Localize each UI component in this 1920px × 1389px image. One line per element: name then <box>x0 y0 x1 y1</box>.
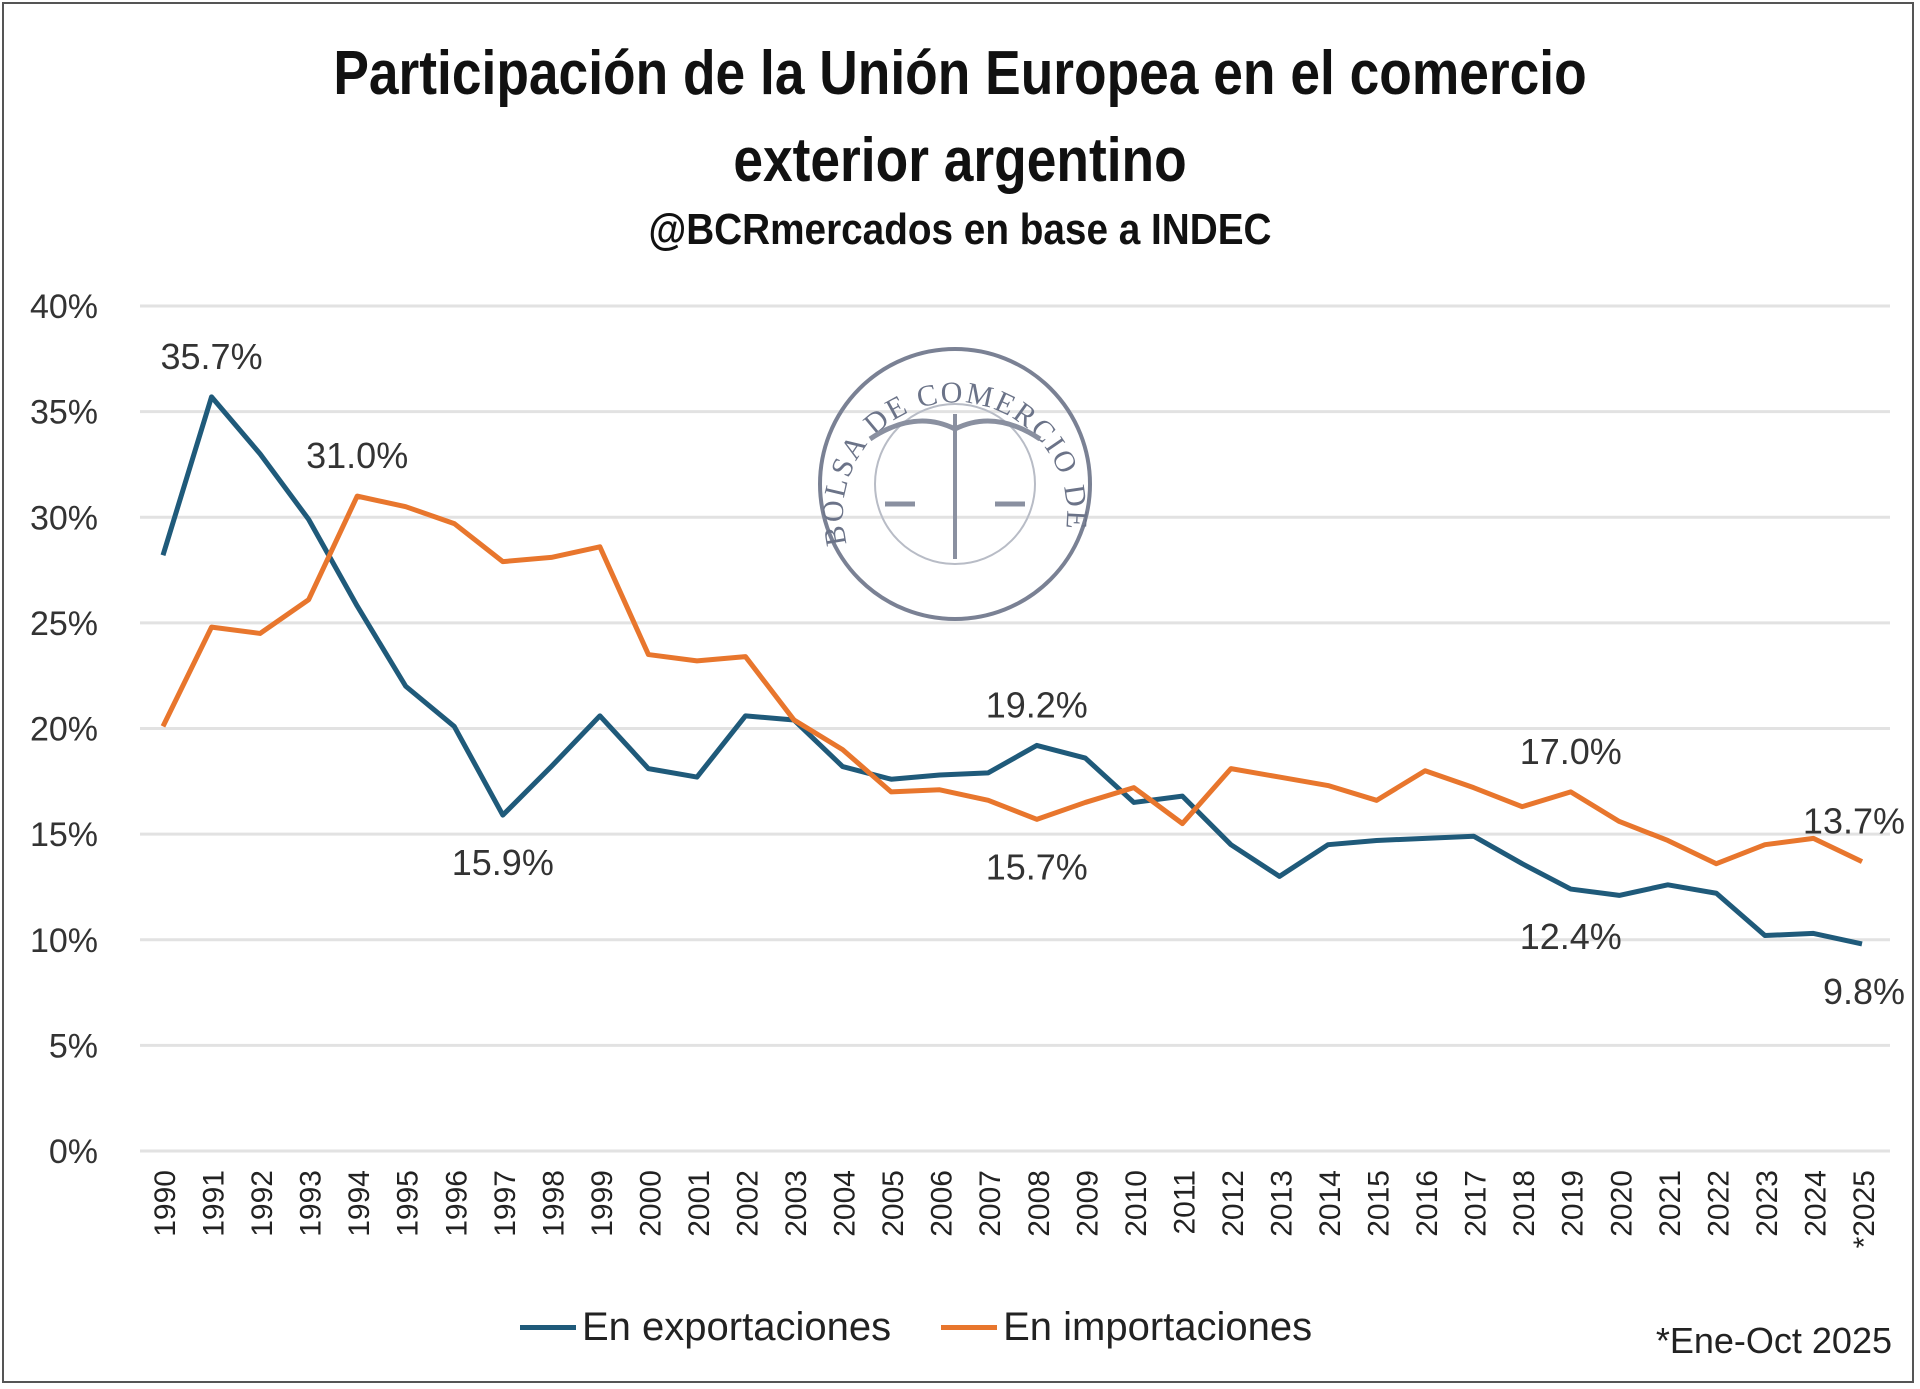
x-tick-label: 2010 <box>1120 1170 1153 1237</box>
x-tick-label: 1997 <box>489 1170 522 1237</box>
data-label: 31.0% <box>306 435 408 476</box>
exports-line <box>160 394 1863 947</box>
x-tick-label: 2008 <box>1023 1170 1056 1237</box>
x-tick-label: 2013 <box>1265 1170 1298 1237</box>
chart-title-line-2: exterior argentino <box>733 126 1187 195</box>
x-tick-label: 2001 <box>683 1170 716 1237</box>
x-tick-label: 2015 <box>1363 1170 1396 1237</box>
data-label: 17.0% <box>1520 731 1622 772</box>
imports-line <box>160 493 1864 867</box>
x-tick-label: 1995 <box>392 1170 425 1237</box>
chart-title-line-1: Participación de la Unión Europea en el … <box>333 39 1587 108</box>
x-tick-label: 1996 <box>440 1170 473 1237</box>
y-tick-label: 5% <box>49 1027 98 1065</box>
x-tick-label: 2004 <box>829 1170 862 1237</box>
data-label: 15.9% <box>452 842 554 883</box>
x-tick-label: 2007 <box>974 1170 1007 1237</box>
x-tick-label: 2002 <box>732 1170 765 1237</box>
x-tick-label: 2024 <box>1799 1170 1832 1237</box>
seal-text: BOLSA DE COMERCIO DE ROSARIO <box>0 0 1093 549</box>
x-tick-label: 2022 <box>1702 1170 1735 1237</box>
y-tick-label: 40% <box>30 288 98 326</box>
data-label: 19.2% <box>986 684 1088 725</box>
x-tick-label: 2000 <box>634 1170 667 1237</box>
x-tick-label: 2014 <box>1314 1170 1347 1237</box>
y-tick-label: 35% <box>30 394 98 432</box>
x-tick-label: 1993 <box>295 1170 328 1237</box>
seal-inner-ring <box>874 403 1036 565</box>
legend-item-imports: En importaciones <box>941 1305 1312 1350</box>
footnote: *Ene-Oct 2025 <box>1655 1320 1892 1361</box>
legend: En exportaciones En importaciones <box>520 1305 1312 1350</box>
x-tick-label: 2006 <box>926 1170 959 1237</box>
x-tick-label: 1999 <box>586 1170 619 1237</box>
x-tick-label: 2020 <box>1605 1170 1638 1237</box>
data-label: 9.8% <box>1823 971 1905 1012</box>
legend-label-exports: En exportaciones <box>582 1305 892 1349</box>
x-tick-label: 2021 <box>1654 1170 1687 1237</box>
x-tick-label: 2003 <box>780 1170 813 1237</box>
x-tick-label: 1994 <box>343 1170 376 1237</box>
x-tick-label: 1992 <box>246 1170 279 1237</box>
y-tick-label: 25% <box>30 605 98 643</box>
y-tick-label: 20% <box>30 711 98 749</box>
y-tick-label: 15% <box>30 816 98 854</box>
seal-outer-ring <box>818 347 1092 621</box>
y-tick-label: 10% <box>30 922 98 960</box>
x-tick-label: 2012 <box>1217 1170 1250 1237</box>
legend-label-imports: En importaciones <box>1003 1305 1313 1349</box>
y-tick-label: 0% <box>49 1133 98 1171</box>
x-tick-label: 1990 <box>149 1170 182 1237</box>
data-label: 12.4% <box>1520 916 1622 957</box>
legend-item-exports: En exportaciones <box>520 1305 891 1350</box>
x-tick-label: 1991 <box>198 1170 231 1237</box>
data-label: 13.7% <box>1803 801 1905 842</box>
seal-wings-icon <box>868 418 1042 442</box>
x-tick-label: 2023 <box>1751 1170 1784 1237</box>
x-tick-label: 2016 <box>1411 1170 1444 1237</box>
data-label: 15.7% <box>986 846 1088 887</box>
x-tick-label: 2018 <box>1508 1170 1541 1237</box>
legend-swatch-exports <box>520 1325 576 1330</box>
x-tick-label: 2005 <box>877 1170 910 1237</box>
y-tick-label: 30% <box>30 499 98 537</box>
x-tick-label: 2011 <box>1168 1170 1201 1235</box>
data-label: 35.7% <box>161 336 263 377</box>
legend-swatch-imports <box>941 1325 998 1330</box>
x-tick-label: 2019 <box>1557 1170 1590 1237</box>
x-tick-label: 2009 <box>1071 1170 1104 1237</box>
x-tick-label: 1998 <box>537 1170 570 1237</box>
x-tick-label: *2025 <box>1848 1170 1881 1248</box>
x-tick-label: 2017 <box>1460 1170 1493 1237</box>
chart-subtitle: @BCRmercados en base a INDEC <box>648 205 1272 254</box>
